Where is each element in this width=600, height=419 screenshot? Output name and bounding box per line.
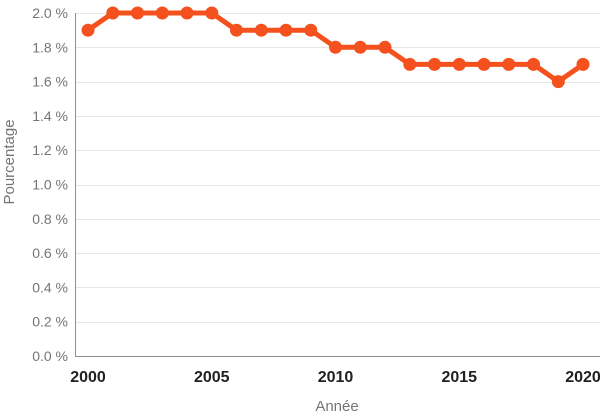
x-tick-label: 2005 [194, 369, 230, 386]
data-point [230, 23, 243, 37]
y-tick-label: 1.2 % [32, 142, 68, 158]
data-point [131, 6, 144, 20]
data-point [452, 57, 466, 71]
data-point [551, 75, 565, 89]
data-point [329, 40, 342, 54]
data-point [428, 57, 441, 71]
y-tick-label: 0.6 % [32, 245, 68, 261]
y-tick-label: 0.8 % [32, 211, 68, 227]
y-tick-label: 0.0 % [32, 348, 68, 364]
x-tick-label: 2000 [70, 369, 106, 386]
x-axis-title: Année [315, 398, 358, 415]
data-point [155, 6, 169, 20]
data-point [279, 23, 293, 37]
data-point [81, 23, 95, 37]
y-axis-title: Pourcentage [1, 119, 18, 204]
data-point [106, 6, 120, 20]
y-tick-label: 2.0 % [32, 5, 68, 21]
x-tick-label: 2020 [565, 369, 600, 386]
data-point [353, 40, 367, 54]
x-tick-labels: 2000 2005 2010 2015 2020 [70, 369, 600, 386]
data-point [477, 57, 491, 71]
x-tick-label: 2010 [318, 369, 354, 386]
y-tick-label: 1.4 % [32, 108, 68, 124]
data-series [81, 6, 590, 89]
data-point [254, 23, 268, 37]
data-point [180, 6, 194, 20]
data-point [527, 57, 540, 71]
y-tick-label: 1.6 % [32, 74, 68, 90]
y-tick-labels: 0.0 % 0.2 % 0.4 % 0.6 % 0.8 % 1.0 % 1.2 % 1.4 %… [32, 5, 68, 364]
y-tick-label: 0.4 % [32, 279, 68, 295]
data-point [205, 6, 219, 20]
data-point [502, 57, 516, 71]
data-point [403, 57, 417, 71]
x-tick-label: 2015 [441, 369, 477, 386]
axes [75, 13, 600, 357]
data-point [304, 23, 318, 37]
y-tick-label: 0.2 % [32, 314, 68, 330]
y-tick-label: 1.8 % [32, 39, 68, 55]
y-tick-label: 1.0 % [32, 177, 68, 193]
data-point [576, 57, 590, 71]
data-point [378, 40, 392, 54]
